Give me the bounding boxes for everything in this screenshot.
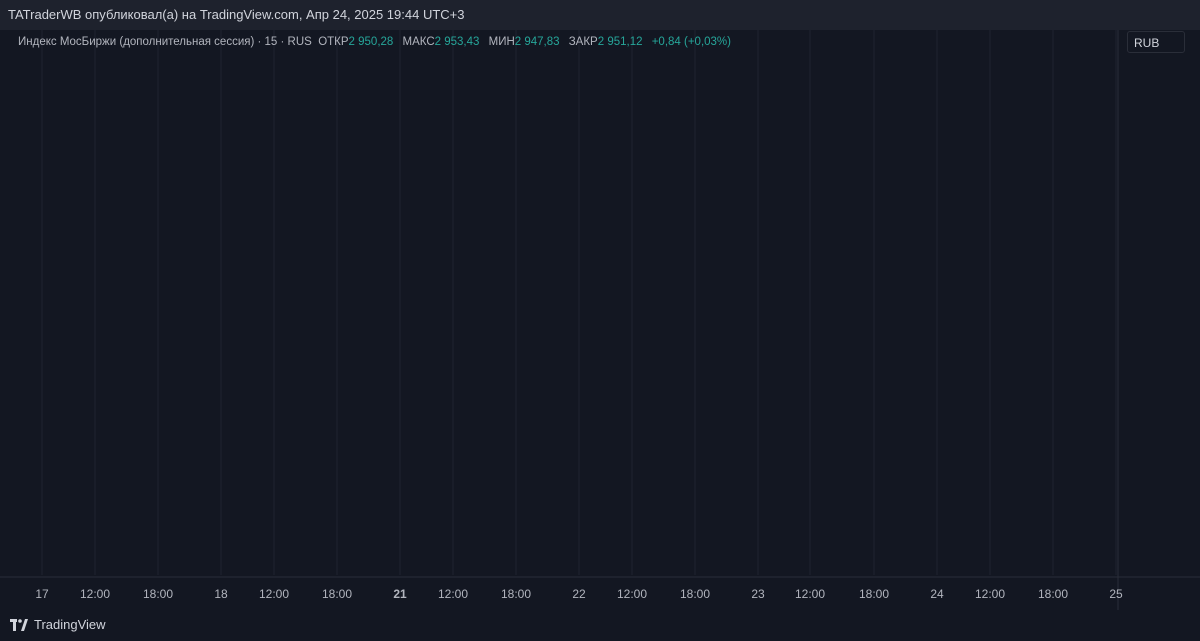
time-tick-label: 25 xyxy=(1109,587,1123,601)
high-value: 2 953,43 xyxy=(434,36,480,48)
currency-button[interactable]: RUB xyxy=(1127,31,1185,53)
publisher-bar: TATraderWB опубликовал(а) на TradingView… xyxy=(0,0,1200,30)
symbol-name: Индекс МосБиржи (дополнительная сессия) … xyxy=(18,36,312,48)
time-tick-label: 18:00 xyxy=(322,587,352,601)
time-tick-label: 12:00 xyxy=(617,587,647,601)
time-tick-label: 18:00 xyxy=(1038,587,1068,601)
open-label: ОТКР xyxy=(318,36,349,48)
time-tick-label: 12:00 xyxy=(795,587,825,601)
time-tick-label: 21 xyxy=(393,587,407,601)
time-tick-label: 12:00 xyxy=(259,587,289,601)
brand-name: TradingView xyxy=(34,617,106,632)
time-tick-label: 18:00 xyxy=(680,587,710,601)
tradingview-brand[interactable]: TradingView xyxy=(10,617,106,632)
footer-bar xyxy=(0,610,1200,641)
tradingview-logo-icon xyxy=(10,618,28,631)
time-tick-label: 22 xyxy=(572,587,586,601)
time-tick-label: 18:00 xyxy=(859,587,889,601)
candlestick-chart[interactable]: 2 950,002 900,002 951,1200:51 3 000,002 … xyxy=(0,30,1200,610)
time-tick-label: 17 xyxy=(35,587,49,601)
time-tick-label: 24 xyxy=(930,587,944,601)
time-tick-label: 18:00 xyxy=(143,587,173,601)
open-value: 2 950,28 xyxy=(348,36,394,48)
grid-lines xyxy=(0,30,1200,610)
high-label: МАКС xyxy=(402,36,435,48)
publisher-text: TATraderWB опубликовал(а) на TradingView… xyxy=(8,7,465,22)
time-tick-label: 18 xyxy=(214,587,228,601)
time-tick-label: 23 xyxy=(751,587,765,601)
chart-plot-area[interactable]: 2 950,002 900,002 951,1200:51 3 000,002 … xyxy=(0,30,1200,610)
time-axis[interactable]: 17 12:00 18:00 18 12:00 18:00 21 12:00 18:00 22 12… xyxy=(35,587,1123,601)
time-tick-label: 18:00 xyxy=(501,587,531,601)
time-tick-label: 12:00 xyxy=(80,587,110,601)
low-label: МИН xyxy=(488,36,515,48)
low-value: 2 947,83 xyxy=(514,36,560,48)
time-tick-label: 12:00 xyxy=(438,587,468,601)
change-value: +0,84 (+0,03%) xyxy=(651,36,731,48)
time-tick-label: 12:00 xyxy=(975,587,1005,601)
close-value: 2 951,12 xyxy=(597,36,643,48)
symbol-legend: Индекс МосБиржи (дополнительная сессия) … xyxy=(18,36,731,48)
close-label: ЗАКР xyxy=(568,36,598,48)
